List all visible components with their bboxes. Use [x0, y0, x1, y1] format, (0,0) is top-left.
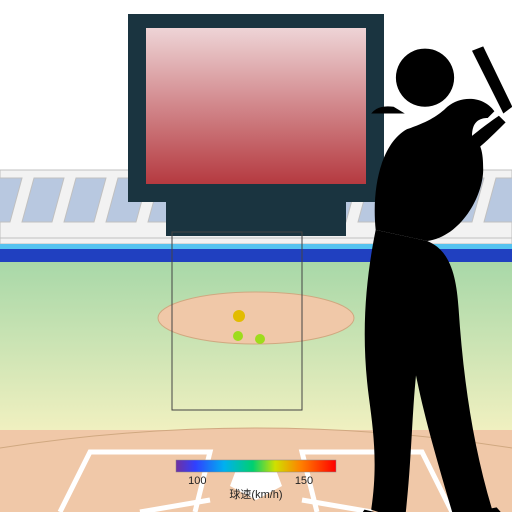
pitch-location-chart: 100 150 球速(km/h) [0, 0, 512, 512]
scoreboard-screen [146, 28, 366, 184]
legend-tick: 100 [188, 475, 206, 487]
legend-tick: 150 [295, 475, 313, 487]
legend-bar [176, 460, 336, 472]
scene-svg: 100 150 球速(km/h) [0, 0, 512, 512]
pitch-marker[interactable] [233, 331, 243, 341]
pitch-marker[interactable] [255, 334, 265, 344]
legend-label: 球速(km/h) [229, 487, 282, 501]
pitch-marker[interactable] [233, 310, 245, 322]
